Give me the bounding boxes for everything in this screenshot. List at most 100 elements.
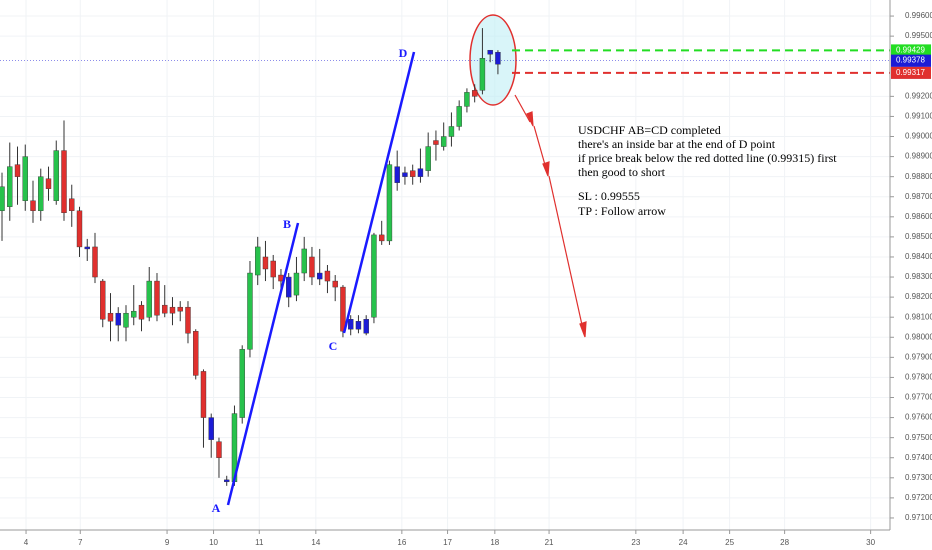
candle-body (38, 176, 44, 211)
candle-body (185, 306, 191, 334)
candle-body (371, 234, 377, 318)
ab-line (226, 222, 300, 506)
candle-body (255, 246, 261, 276)
levels (0, 49, 890, 74)
x-tick-label: 25 (725, 538, 734, 547)
x-tick-label: 4 (24, 538, 29, 547)
candle-body (76, 210, 83, 248)
candle-body (14, 164, 21, 177)
candle-body (309, 256, 315, 278)
candle-body (22, 156, 28, 201)
annotation-line: if price break below the red dotted line… (578, 151, 837, 165)
y-tick-label: 0.99600 (905, 11, 932, 20)
candle-body (332, 280, 338, 288)
candle-body (347, 319, 354, 330)
price-tag-label: 0.99378 (896, 56, 925, 65)
y-tick-label: 0.98600 (905, 212, 932, 221)
candle-body (92, 246, 98, 278)
price-tag-label: 0.99317 (896, 68, 925, 77)
y-tick-label: 0.98000 (905, 332, 932, 341)
candle-body (355, 321, 362, 330)
candle-body (394, 166, 400, 183)
y-tick-label: 0.98100 (905, 312, 932, 321)
candle-body (30, 200, 36, 211)
y-tick-label: 0.98700 (905, 192, 932, 201)
price-tag (891, 66, 931, 79)
candle-body (69, 198, 75, 211)
candle-body (425, 146, 431, 171)
candle-body (317, 272, 323, 280)
candle-body (100, 280, 106, 320)
candle-body (131, 310, 137, 318)
x-tick-label: 16 (397, 538, 406, 547)
candle-body (479, 58, 486, 91)
candle-body (487, 49, 493, 55)
y-tick-label: 0.97100 (905, 513, 932, 522)
y-tick-label: 0.98800 (905, 172, 932, 181)
y-tick-label: 0.97900 (905, 352, 932, 361)
x-tick-label: 30 (866, 538, 875, 547)
x-tick-label: 14 (311, 538, 320, 547)
candle-body (115, 312, 121, 326)
y-tick-label: 0.98200 (905, 292, 932, 301)
annotation-line: there's an inside bar at the end of D po… (578, 137, 776, 151)
y-tick-label: 0.99000 (905, 132, 932, 141)
candle-body (409, 170, 416, 177)
candle-body (324, 270, 331, 282)
y-tick-label: 0.98400 (905, 252, 932, 261)
y-tick-label: 0.97200 (905, 493, 932, 502)
point-label: D (399, 46, 408, 60)
candle-body (471, 90, 478, 97)
candle-body (270, 260, 276, 278)
candle-body (45, 178, 52, 189)
x-tick-label: 7 (78, 538, 83, 547)
candle-body (456, 106, 462, 127)
candle-body (340, 286, 346, 332)
candle-body (193, 331, 199, 376)
y-tick-label: 0.98300 (905, 272, 932, 281)
annotation-line: USDCHF AB=CD completed (578, 123, 721, 137)
y-tick-label: 0.97600 (905, 413, 932, 422)
candle-body (448, 126, 455, 137)
candle-body (7, 166, 13, 207)
y-tick-label: 0.98900 (905, 152, 932, 161)
candle-body (208, 417, 214, 440)
point-label: A (212, 501, 221, 515)
candle-body (84, 246, 90, 250)
candle-body (154, 280, 160, 316)
x-tick-label: 23 (631, 538, 640, 547)
candle-body (262, 256, 269, 270)
x-tick-label: 21 (545, 538, 554, 547)
price-tag (891, 54, 931, 67)
candle-body (216, 441, 222, 458)
cd-line (342, 51, 416, 334)
y-tick-label: 0.97300 (905, 473, 932, 482)
candle-body (293, 272, 300, 296)
price-tag (891, 44, 931, 57)
candle-body (417, 168, 424, 177)
candle-body (378, 234, 385, 242)
y-tick-label: 0.97700 (905, 393, 932, 402)
x-tick-label: 9 (165, 538, 170, 547)
candle-body (162, 304, 168, 314)
x-tick-label: 18 (490, 538, 499, 547)
y-tick-label: 0.99100 (905, 112, 932, 121)
candle-body (363, 319, 369, 334)
annotation-line: then good to short (578, 165, 666, 179)
candle-body (169, 306, 176, 314)
candle-body (440, 136, 447, 147)
x-tick-label: 24 (679, 538, 688, 547)
candle-body (433, 140, 439, 145)
candle-body (0, 186, 5, 211)
x-tick-label: 17 (443, 538, 452, 547)
candle-body (495, 51, 501, 65)
candle-body (386, 164, 393, 242)
candle-body (107, 312, 114, 322)
candle-body (464, 92, 470, 107)
candle-body (224, 479, 230, 483)
candle-body (146, 280, 152, 318)
candle-body (301, 248, 307, 274)
annotation-line: TP : Follow arrow (578, 204, 666, 218)
